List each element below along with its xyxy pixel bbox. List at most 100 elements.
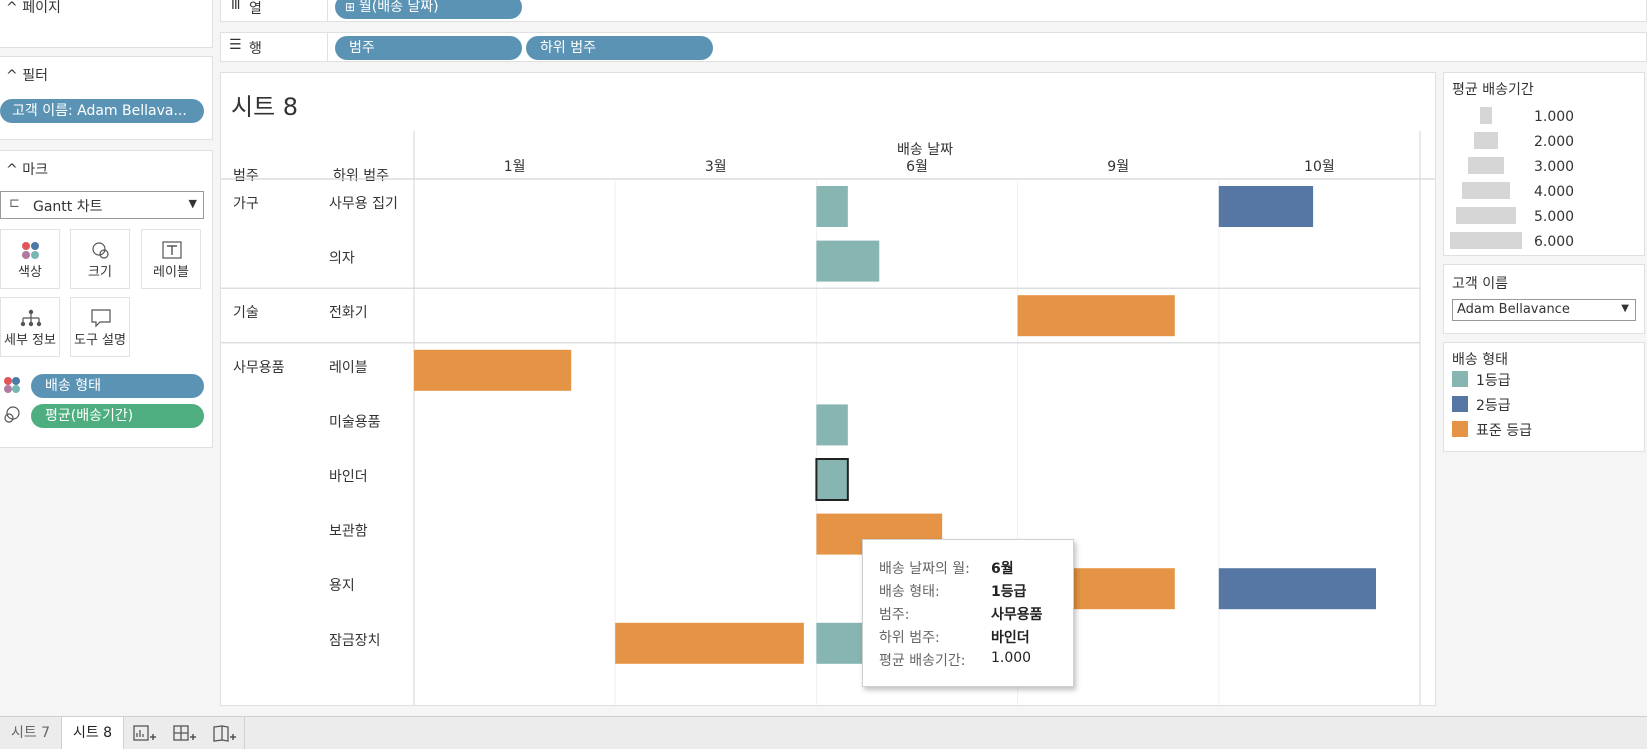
ship-mode-pill[interactable]: 배송 형태 — [31, 374, 204, 398]
size-legend-bar — [1462, 182, 1510, 199]
gantt-bar — [1017, 295, 1175, 337]
speech-bubble-icon — [91, 309, 111, 328]
size-legend-value: 6.000 — [1534, 234, 1574, 250]
columns-shelf[interactable]: III 열 ⊞ 월(배송 날짜) — [220, 0, 1647, 22]
subcategory-label: 의자 — [329, 251, 355, 267]
color-legend-label[interactable]: 2등급 — [1476, 398, 1511, 414]
rows-icon: ☰ — [229, 37, 242, 53]
new-story-icon[interactable] — [206, 723, 242, 745]
size-legend-value: 3.000 — [1534, 159, 1574, 175]
chevron-down-icon: ▼ — [188, 197, 197, 210]
size-legend-value: 5.000 — [1534, 209, 1574, 225]
size-legend-value: 4.000 — [1534, 184, 1574, 200]
label-button[interactable]: 레이블 — [141, 229, 201, 289]
color-button[interactable]: 색상 — [0, 229, 60, 289]
shelf-divider — [327, 33, 328, 61]
size-legend-value: 2.000 — [1534, 134, 1574, 150]
tooltip-key: 평균 배송기간: — [879, 653, 966, 669]
subcategory-label: 미술용품 — [329, 414, 381, 430]
size-legend-title: 평균 배송기간 — [1452, 82, 1534, 98]
tooltip-value: 1.000 — [991, 650, 1032, 666]
color-dots-icon — [22, 242, 39, 259]
marks-title[interactable]: ^ 마크 — [6, 162, 48, 178]
color-legend-swatch[interactable] — [1452, 371, 1468, 387]
rows-pill-subcategory[interactable]: 하위 범주 — [526, 36, 713, 60]
subcategory-label: 용지 — [329, 578, 355, 594]
axis-title-ship-date: 배송 날짜 — [897, 142, 953, 158]
subcategory-label: 사무용 집기 — [329, 196, 398, 212]
tooltip-key: 하위 범주: — [879, 630, 940, 646]
filter-pill-customer[interactable]: 고객 이름: Adam Bellava... — [0, 99, 204, 123]
month-tick-label: 3월 — [705, 159, 727, 175]
subcategory-label: 레이블 — [329, 360, 368, 376]
color-dots-icon — [4, 377, 20, 393]
customer-filter-value: Adam Bellavance — [1457, 302, 1570, 317]
rows-shelf[interactable]: ☰ 행 범주 하위 범주 — [220, 32, 1647, 62]
sheet-title: 시트 8 — [231, 93, 299, 121]
tab-divider — [244, 717, 245, 749]
filters-title[interactable]: ^ 필터 — [6, 68, 48, 84]
size-legend-bar — [1456, 207, 1516, 224]
size-legend-bar — [1474, 132, 1498, 149]
size-legend-value: 1.000 — [1534, 109, 1574, 125]
category-label: 가구 — [233, 196, 259, 212]
columns-pill-month[interactable]: ⊞ 월(배송 날짜) — [335, 0, 522, 19]
collapse-icon[interactable]: ^ — [6, 0, 23, 16]
size-legend-bar — [1468, 157, 1504, 174]
tooltip-value: 6월 — [991, 561, 1014, 577]
category-label: 사무용품 — [233, 360, 285, 376]
gantt-bar — [615, 622, 804, 664]
new-dashboard-icon[interactable] — [166, 723, 202, 745]
color-legend-title: 배송 형태 — [1452, 352, 1508, 368]
header-category: 범주 — [233, 168, 259, 184]
color-legend-label[interactable]: 표준 등급 — [1476, 423, 1532, 439]
customer-filter-title: 고객 이름 — [1452, 276, 1508, 292]
tooltip-value: 1등급 — [991, 584, 1027, 600]
color-legend-label[interactable]: 1등급 — [1476, 373, 1511, 389]
size-button[interactable]: 크기 — [70, 229, 130, 289]
color-legend-swatch[interactable] — [1452, 421, 1468, 437]
color-legend-swatch[interactable] — [1452, 396, 1468, 412]
avg-ship-days-pill[interactable]: 평균(배송기간) — [31, 404, 204, 428]
gantt-bar — [816, 186, 848, 227]
size-legend: 평균 배송기간 1.000 2.000 3.000 4.000 5.000 6.000 — [1443, 72, 1645, 256]
gantt-bar — [1218, 568, 1376, 610]
tab-sheet-8[interactable]: 시트 8 — [62, 717, 124, 749]
text-label-icon — [162, 241, 182, 259]
customer-filter-select[interactable]: Adam Bellavance ▼ — [1452, 299, 1636, 321]
marks-card: ^ 마크 ⊏ Gantt 차트 ▼ 색상 크기 레이블 세부 정보 — [0, 150, 213, 448]
subcategory-label: 보관함 — [329, 524, 368, 540]
size-circles-icon — [92, 242, 109, 259]
size-legend-bar — [1480, 107, 1492, 124]
worksheet: 시트 8 범주 하위 범주 배송 날짜 1월 3월 6월 9월 10월 가구 기술 사무용품 사… — [220, 72, 1436, 706]
tooltip-key: 범주: — [879, 607, 910, 623]
month-tick-label: 6월 — [906, 159, 928, 175]
tooltip-key: 배송 형태: — [879, 584, 940, 600]
expand-plus-icon[interactable]: ⊞ — [345, 0, 359, 14]
collapse-icon[interactable]: ^ — [6, 68, 23, 84]
columns-shelf-label: 열 — [249, 1, 262, 17]
month-tick-label: 10월 — [1304, 159, 1335, 175]
gantt-bar-selected — [815, 458, 849, 501]
subcategory-label: 잠금장치 — [329, 633, 381, 649]
tooltip-key: 배송 날짜의 월: — [879, 561, 970, 577]
subcategory-label: 바인더 — [329, 469, 368, 485]
tooltip-value: 바인더 — [991, 630, 1030, 646]
month-tick-label: 1월 — [504, 159, 526, 175]
new-worksheet-icon[interactable] — [126, 723, 162, 745]
tab-sheet-7[interactable]: 시트 7 — [0, 717, 62, 749]
tooltip-button[interactable]: 도구 설명 — [70, 297, 130, 357]
header-subcategory: 하위 범주 — [333, 168, 389, 184]
mark-type-value: Gantt 차트 — [33, 199, 103, 215]
rows-pill-category[interactable]: 범주 — [335, 36, 522, 60]
collapse-icon[interactable]: ^ — [6, 162, 23, 178]
shelf-divider — [327, 0, 328, 21]
chevron-down-icon: ▼ — [1621, 303, 1629, 314]
gantt-bar — [816, 240, 880, 282]
customer-filter-card: 고객 이름 Adam Bellavance ▼ — [1443, 264, 1645, 334]
size-circles-icon — [4, 406, 20, 423]
detail-button[interactable]: 세부 정보 — [0, 297, 60, 357]
pages-title[interactable]: ^ 페이지 — [6, 0, 61, 16]
mark-type-select[interactable]: ⊏ Gantt 차트 ▼ — [0, 191, 204, 219]
sheet-tab-bar: 시트 7 시트 8 — [0, 716, 1647, 749]
